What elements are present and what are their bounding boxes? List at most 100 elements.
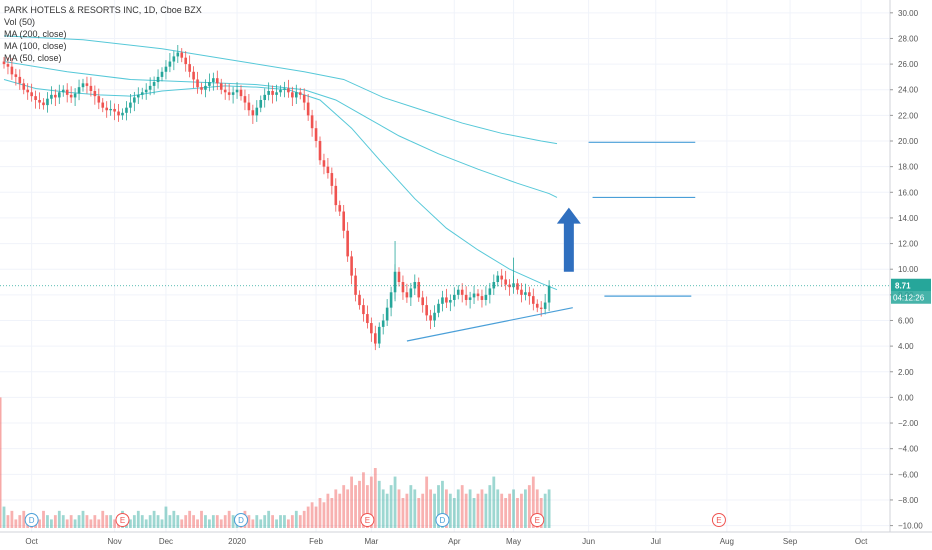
dividend-marker: D <box>435 513 450 527</box>
time-tick-label: Oct <box>25 537 38 546</box>
volume-bar <box>413 489 417 528</box>
candle-body <box>362 305 365 315</box>
price-tick-label: 30.00 <box>898 9 919 18</box>
time-tick-label: Oct <box>855 537 868 546</box>
volume-bar <box>77 515 81 528</box>
volume-bar <box>105 515 109 528</box>
candle-body <box>480 296 484 300</box>
candle-body <box>456 289 460 295</box>
candle-body <box>69 94 73 98</box>
candle-body <box>279 89 282 93</box>
dividend-marker: D <box>24 513 39 527</box>
time-tick-label: Mar <box>364 537 378 546</box>
volume-bar <box>464 493 468 528</box>
candle-body <box>453 294 456 300</box>
volume-bar <box>460 485 464 528</box>
volume-bar <box>429 489 432 528</box>
price-tick-label: 14.00 <box>898 214 919 223</box>
marker-label: E <box>535 516 540 525</box>
chart-title[interactable]: PARK HOTELS & RESORTS INC, 1D, Cboe BZX <box>4 5 202 15</box>
time-axis[interactable]: Oct Nov Dec 2020 Feb Mar Apr May Jun Jul Aug Sep Oct <box>0 531 932 546</box>
candle-body <box>535 303 539 308</box>
volume-bar <box>164 506 168 528</box>
volume-bar <box>231 515 235 528</box>
candle-body <box>216 78 219 84</box>
candle-body <box>160 71 164 77</box>
price-tick-label: 10.00 <box>898 265 919 274</box>
volume-bar <box>504 498 508 528</box>
candle-body <box>532 296 535 304</box>
candle-body <box>342 211 345 231</box>
candle-body <box>188 64 191 72</box>
candle-body <box>449 299 452 303</box>
ma50-indicator-label[interactable]: MA (50, close) <box>4 53 62 63</box>
volume-bar <box>215 515 219 528</box>
volume-bar <box>227 510 231 528</box>
candle-body <box>113 108 116 112</box>
volume-bar <box>255 515 259 528</box>
volume-bar <box>184 515 188 528</box>
volume-bar <box>535 489 539 528</box>
volume-bar <box>417 498 421 528</box>
candle-body <box>144 89 148 93</box>
candle-body <box>219 83 223 90</box>
volume-bar <box>50 519 53 528</box>
candle-body <box>192 71 195 80</box>
candle-body <box>93 91 97 97</box>
candle-body <box>239 89 243 97</box>
price-tick-label: −2.00 <box>898 419 919 428</box>
price-axis[interactable]: 30.00 28.00 26.00 24.00 22.00 20.00 18.00 16.00… <box>889 0 931 532</box>
ma200-indicator-label[interactable]: MA (200, close) <box>4 29 67 39</box>
candle-body <box>121 112 124 116</box>
candle-body <box>358 294 361 306</box>
candle-body <box>30 92 33 97</box>
candle-body <box>73 93 77 98</box>
ma100-indicator-label[interactable]: MA (100, close) <box>4 41 67 51</box>
candle-body <box>22 83 26 90</box>
volume-bar <box>539 498 543 528</box>
candle-body <box>464 294 468 300</box>
candle-body <box>6 64 10 67</box>
volume-bar <box>366 485 369 528</box>
earnings-marker: E <box>360 513 375 527</box>
countdown-badge <box>891 291 931 304</box>
last-price-label: 8.71 <box>895 282 911 291</box>
volume-bar <box>421 493 425 528</box>
earnings-marker: E <box>115 513 130 527</box>
time-tick-label: Dec <box>159 537 173 546</box>
candle-body <box>168 61 172 67</box>
volume-bar <box>322 502 326 528</box>
candle-body <box>137 94 140 98</box>
volume-bar <box>156 515 160 528</box>
dividend-marker: D <box>234 513 248 527</box>
candle-body <box>504 279 507 285</box>
candle-body <box>520 289 523 295</box>
volume-bar <box>10 510 14 528</box>
candle-body <box>204 85 207 90</box>
candle-body <box>381 320 385 327</box>
marker-label: D <box>29 516 35 525</box>
volume-bar <box>362 472 365 528</box>
candle-body <box>508 284 511 288</box>
candle-body <box>61 89 65 93</box>
volume-bar <box>97 519 101 528</box>
marker-label: E <box>365 516 370 525</box>
price-tick-label: −10.00 <box>898 522 923 531</box>
volume-bar <box>531 476 535 528</box>
ma100-line <box>3 61 558 198</box>
volume-bar <box>488 485 492 528</box>
volume-bar <box>283 515 286 528</box>
time-tick-label: Jul <box>651 537 661 546</box>
volume-bar <box>6 515 10 528</box>
volume-indicator-label[interactable]: Vol (50) <box>4 17 36 27</box>
candle-body <box>156 76 160 83</box>
marker-circle <box>24 513 39 527</box>
candle-body <box>77 87 81 94</box>
candle-body <box>85 83 89 86</box>
candle-body <box>314 128 318 142</box>
candle-body <box>42 102 45 106</box>
candle-body <box>267 91 270 95</box>
volume-bar <box>524 489 527 528</box>
volume-bar <box>89 519 93 528</box>
